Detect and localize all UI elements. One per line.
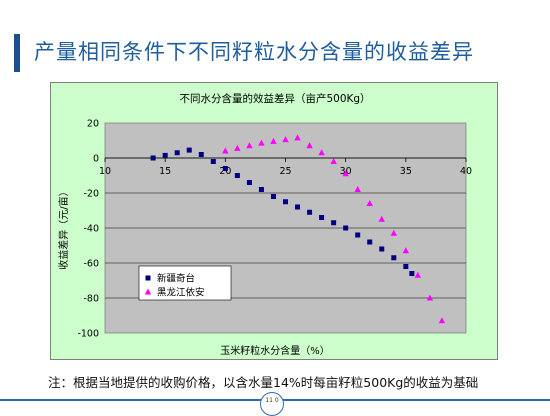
chart-area: 不同水分含量的效益差异（亩产500Kg） 20 0 -20 -40 -60 -80 -100… [50, 82, 498, 360]
data-point [367, 239, 373, 245]
data-point [222, 166, 228, 171]
data-point [270, 194, 276, 199]
data-point [306, 142, 313, 149]
legend-marker [145, 275, 151, 281]
y-tick-label: -20 [83, 189, 99, 200]
data-point [234, 144, 241, 151]
y-axis-label: 收益差异（元/亩） [57, 186, 70, 269]
data-point [319, 215, 325, 220]
data-point [246, 180, 252, 185]
data-point [258, 139, 265, 146]
data-point [174, 150, 180, 156]
data-point [307, 209, 313, 215]
data-point [222, 147, 229, 154]
x-tick-label: 20 [219, 166, 231, 177]
data-point [379, 246, 385, 252]
slide-title: 产量相同条件下不同籽粒水分含量的收益差异 [34, 40, 474, 64]
data-point [162, 152, 168, 158]
x-tick-label: 15 [159, 166, 171, 177]
scatter-chart: 不同水分含量的效益差异（亩产500Kg） 20 0 -20 -40 -60 -80 -100… [57, 92, 472, 357]
data-point [198, 152, 204, 157]
data-point [270, 137, 277, 144]
data-point [403, 264, 409, 269]
data-point [355, 232, 361, 238]
page-number-badge: 11 0 [260, 392, 284, 416]
data-point [438, 317, 446, 324]
x-axis-label: 玉米籽粒水分含量（%） [220, 344, 330, 357]
y-axis-ticks: 20 0 -20 -40 -60 -80 -100 [77, 119, 99, 340]
data-point [390, 229, 397, 236]
y-tick-label: -60 [83, 259, 99, 270]
data-points [150, 134, 446, 324]
data-point [282, 136, 289, 143]
legend-box [138, 265, 232, 301]
data-point [295, 204, 301, 210]
data-point [426, 294, 434, 301]
title-accent-bar [14, 34, 20, 72]
legend-label: 黑龙江依安 [157, 287, 205, 299]
data-point [354, 186, 361, 192]
x-tick-label: 25 [279, 166, 291, 177]
data-point [283, 199, 288, 205]
legend-marker [144, 288, 152, 295]
data-point [150, 155, 156, 161]
x-tick-label: 35 [400, 166, 412, 177]
data-point [210, 159, 216, 164]
data-point [294, 134, 301, 141]
data-point [378, 215, 385, 222]
data-point [234, 173, 240, 178]
data-point [331, 220, 337, 226]
data-point [258, 187, 264, 192]
y-tick-label: 0 [93, 154, 99, 165]
y-tick-label: -80 [83, 294, 99, 305]
chart-title: 不同水分含量的效益差异（亩产500Kg） [179, 92, 370, 105]
data-point [330, 158, 337, 164]
y-tick-label: 20 [87, 119, 99, 130]
data-point [391, 255, 397, 261]
x-tick-label: 10 [99, 166, 111, 177]
data-point [342, 170, 349, 177]
data-point [343, 225, 349, 231]
y-tick-label: -100 [77, 329, 99, 340]
data-point [414, 271, 422, 278]
data-point [409, 271, 415, 276]
data-point [402, 247, 410, 254]
data-point [186, 147, 192, 153]
data-point [318, 149, 325, 156]
data-point [366, 200, 373, 206]
footnote: 注：根据当地提供的收购价格，以含水量14%时每亩籽粒500Kg的收益为基础 [48, 375, 479, 390]
y-tick-label: -40 [83, 224, 99, 235]
legend-label: 新疆奇台 [157, 273, 195, 285]
x-tick-label: 40 [460, 166, 472, 177]
data-point [246, 142, 253, 149]
